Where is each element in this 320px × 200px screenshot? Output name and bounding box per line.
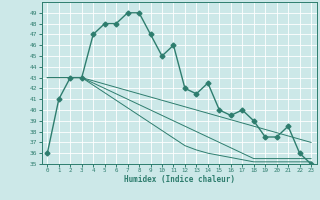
X-axis label: Humidex (Indice chaleur): Humidex (Indice chaleur) — [124, 175, 235, 184]
